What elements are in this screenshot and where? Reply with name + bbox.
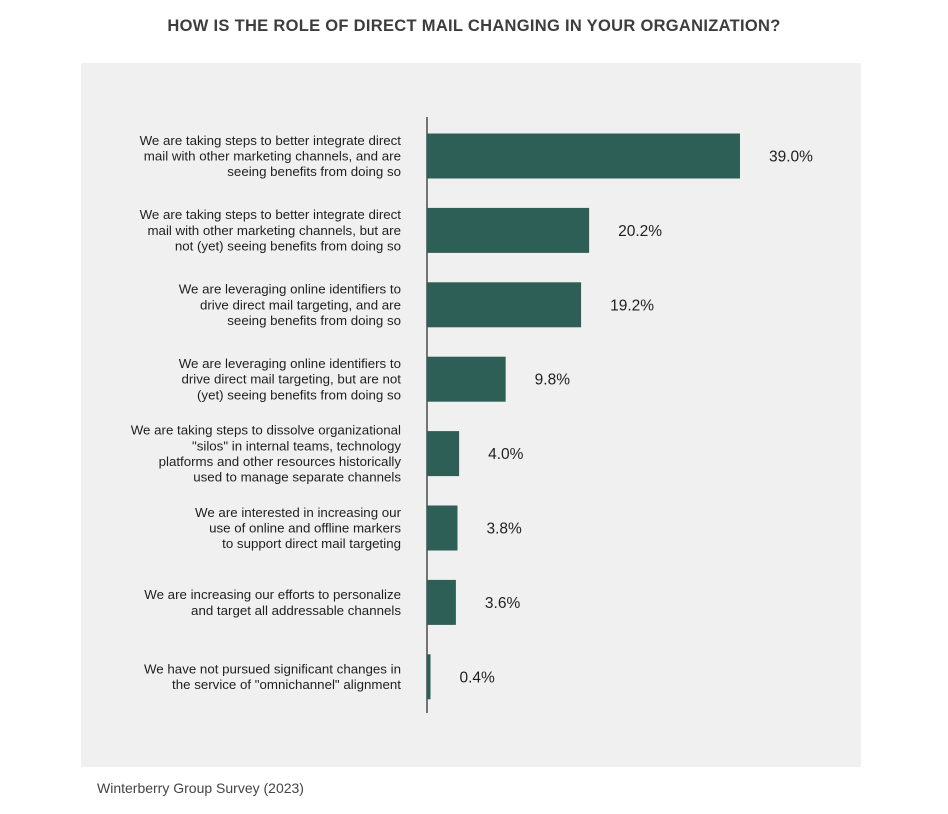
category-label-line: and target all addressable channels <box>191 603 401 618</box>
value-label-5: 4.0% <box>488 446 524 463</box>
category-label-line: use of online and offline markers <box>209 521 401 536</box>
category-label-line: "silos" in internal teams, technology <box>192 438 401 453</box>
category-label-line: seeing benefits from doing so <box>227 313 401 328</box>
chart-title: HOW IS THE ROLE OF DIRECT MAIL CHANGING … <box>167 17 781 35</box>
value-label-3: 19.2% <box>610 297 654 314</box>
category-label-5: We are taking steps to dissolve organiza… <box>131 423 402 485</box>
category-label-7: We are increasing our efforts to persona… <box>144 587 401 618</box>
bar-7 <box>427 579 456 625</box>
value-label-7: 3.6% <box>485 595 521 612</box>
value-label-8: 0.4% <box>460 669 496 686</box>
bar-4 <box>427 356 506 402</box>
category-label-line: We are increasing our efforts to persona… <box>144 587 401 602</box>
category-label-line: We are leveraging online identifiers to <box>179 356 401 371</box>
value-label-2: 20.2% <box>618 223 662 240</box>
source-note: Winterberry Group Survey (2023) <box>97 780 304 796</box>
category-label-line: used to manage separate channels <box>193 470 401 485</box>
category-label-line: drive direct mail targeting, but are not <box>181 372 401 387</box>
category-label-line: We are interested in increasing our <box>195 505 402 520</box>
value-label-1: 39.0% <box>769 149 813 166</box>
plot-area: 39.0% We are taking steps to better integ… <box>81 63 861 767</box>
bar-6 <box>427 505 458 551</box>
category-label-line: We are taking steps to better integrate … <box>140 207 402 222</box>
category-label-line: We are taking steps to better integrate … <box>140 133 402 148</box>
category-label-line: to support direct mail targeting <box>222 536 401 551</box>
value-label-6: 3.8% <box>486 521 522 538</box>
category-label-line: not (yet) seeing benefits from doing so <box>175 239 401 254</box>
bar-2 <box>427 207 590 253</box>
value-label-4: 9.8% <box>535 372 571 389</box>
category-label-line: We are taking steps to dissolve organiza… <box>131 423 401 438</box>
category-label-2: We are taking steps to better integrate … <box>140 207 402 253</box>
bar-chart: 39.0% We are taking steps to better integ… <box>131 117 813 713</box>
category-label-1: We are taking steps to better integrate … <box>140 133 402 179</box>
category-label-line: platforms and other resources historical… <box>159 454 402 469</box>
bar-1 <box>427 133 740 179</box>
category-label-line: We have not pursued significant changes … <box>144 661 401 676</box>
category-label-line: seeing benefits from doing so <box>227 164 401 179</box>
category-label-8: We have not pursued significant changes … <box>144 661 401 692</box>
category-label-3: We are leveraging online identifiers to d… <box>179 282 401 328</box>
bar-8 <box>427 654 431 700</box>
category-label-line: We are leveraging online identifiers to <box>179 282 401 297</box>
category-label-line: mail with other marketing channels, but … <box>147 223 401 238</box>
bar-5 <box>427 431 460 477</box>
category-label-6: We are interested in increasing our use o… <box>195 505 402 551</box>
category-label-line: drive direct mail targeting, and are <box>200 297 401 312</box>
category-label-line: the service of "omnichannel" alignment <box>172 677 401 692</box>
bar-3 <box>427 282 582 328</box>
category-label-line: mail with other marketing channels, and … <box>144 149 401 164</box>
category-label-line: (yet) seeing benefits from doing so <box>197 387 401 402</box>
category-label-4: We are leveraging online identifiers to d… <box>179 356 402 402</box>
